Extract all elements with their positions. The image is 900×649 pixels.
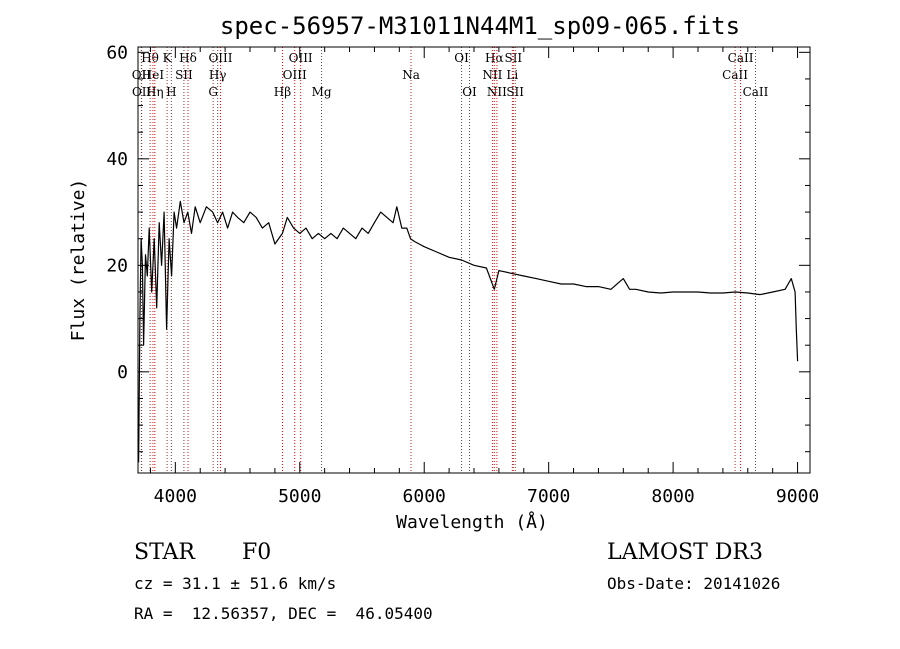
line-marker-label: CaII — [743, 85, 769, 99]
object-class: STAR — [134, 540, 195, 565]
line-marker-label: Mg — [312, 85, 332, 99]
x-tick-label: 9000 — [776, 486, 819, 507]
line-marker-label: OI — [462, 85, 477, 99]
line-marker-label: Hγ — [209, 68, 227, 82]
line-marker-label: OIII — [208, 51, 232, 65]
sky-coordinates: RA = 12.56357, DEC = 46.05400 — [134, 604, 433, 623]
x-axis-label: Wavelength (Å) — [396, 511, 548, 533]
line-marker-label: Hθ — [141, 51, 159, 65]
line-marker-label: OIII — [283, 68, 307, 82]
x-tick-label: 8000 — [651, 486, 694, 507]
line-marker-label: Hα — [485, 51, 504, 65]
y-tick-label: 40 — [106, 149, 128, 170]
line-marker-label: H — [166, 85, 176, 99]
y-tick-label: 20 — [106, 255, 128, 276]
line-marker-label: SII — [175, 68, 193, 82]
line-marker-label: OI — [454, 51, 469, 65]
x-tick-label: 4000 — [154, 486, 197, 507]
line-marker-label: Hδ — [179, 51, 197, 65]
tick-labels: 4000 5000 6000 7000 8000 9000 0 20 40 60 — [106, 42, 819, 507]
survey-name: LAMOST DR3 — [607, 540, 763, 565]
line-marker-label: NII — [487, 85, 507, 99]
line-marker-label: CaII — [722, 68, 748, 82]
spectrum-line — [138, 200, 799, 463]
redshift-velocity: cz = 31.1 ± 51.6 km/s — [134, 574, 337, 593]
line-marker-label: Na — [402, 68, 420, 82]
line-marker-label: SII — [506, 85, 524, 99]
plot-frame — [137, 46, 811, 474]
spectrum-series — [138, 200, 799, 463]
line-marker-label: Hη — [146, 85, 164, 99]
line-marker-label: HeI — [142, 68, 165, 82]
line-marker-label: NII — [482, 68, 502, 82]
axis-ticks — [138, 47, 810, 473]
line-marker-label: G — [208, 85, 218, 99]
y-tick-label: 0 — [117, 362, 128, 383]
y-axis-label: Flux (relative) — [68, 179, 89, 342]
x-tick-label: 7000 — [527, 486, 570, 507]
line-marker-label: SII — [504, 51, 522, 65]
observation-date: Obs-Date: 20141026 — [607, 574, 781, 593]
line-marker-label: OII — [132, 85, 152, 99]
object-subclass: F0 — [242, 540, 272, 565]
line-marker-label: CaII — [728, 51, 754, 65]
y-tick-label: 60 — [106, 42, 128, 63]
x-tick-label: 6000 — [403, 486, 446, 507]
line-marker-label: OIII — [289, 51, 313, 65]
chart-title: spec-56957-M31011N44M1_sp09-065.fits — [220, 12, 740, 40]
x-tick-label: 5000 — [278, 486, 321, 507]
line-marker-label: K — [163, 51, 173, 65]
line-marker-label: Li — [506, 68, 518, 82]
line-marker-label: Hβ — [274, 85, 291, 99]
